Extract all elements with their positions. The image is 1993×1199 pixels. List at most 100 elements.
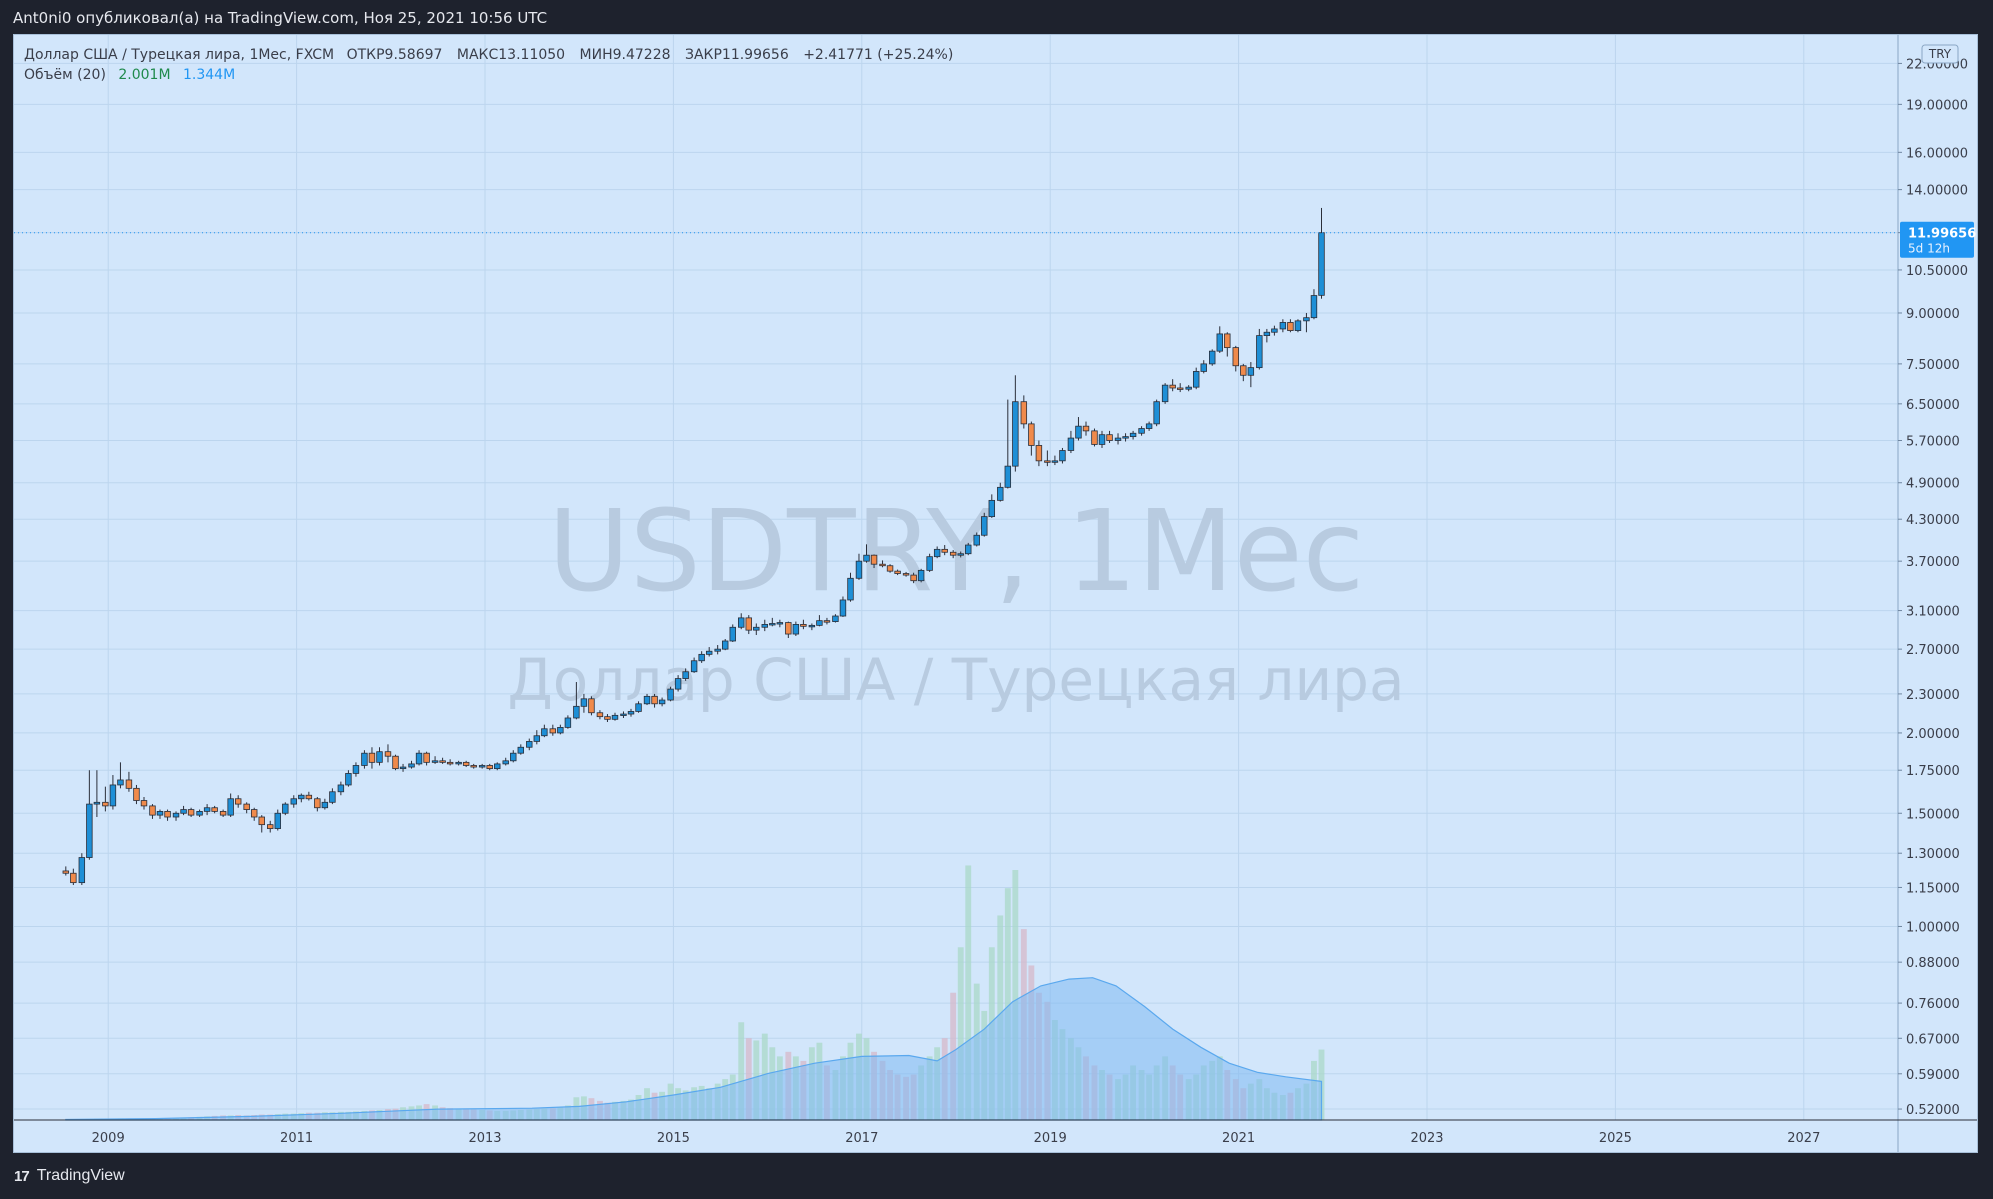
price-tick-label: 0.67000 <box>1906 1032 1960 1047</box>
candle <box>462 760 470 768</box>
candle <box>329 788 336 805</box>
candle <box>282 802 289 816</box>
time-tick-label: 2023 <box>1410 1131 1443 1146</box>
candle <box>667 686 674 702</box>
candle <box>863 544 870 563</box>
candles <box>62 207 1325 886</box>
candle-body <box>78 857 86 884</box>
price-tick-label: 1.00000 <box>1906 920 1960 935</box>
candle-body <box>910 574 917 582</box>
candle-body <box>800 624 807 627</box>
price-tick-label: 2.00000 <box>1906 727 1960 742</box>
candle-body <box>753 626 760 631</box>
candle <box>902 571 910 577</box>
legend-high: 13.11050 <box>498 47 566 63</box>
candle <box>620 711 627 718</box>
candle-body <box>470 765 477 768</box>
candle <box>70 868 77 886</box>
candle <box>314 796 321 812</box>
candle <box>997 482 1004 502</box>
candle <box>604 714 611 722</box>
candle <box>573 682 580 720</box>
price-tick-label: 19.00000 <box>1906 98 1968 113</box>
candle <box>698 651 705 663</box>
candle-body <box>973 534 980 546</box>
candle <box>1020 395 1028 429</box>
candle <box>1051 455 1059 466</box>
candle <box>470 763 477 769</box>
tradingview-brand[interactable]: 17 TradingView <box>14 1167 125 1185</box>
candle <box>1161 383 1169 404</box>
price-tick-label: 9.00000 <box>1906 307 1960 322</box>
candle <box>926 553 933 572</box>
chart-area[interactable]: USDTRY, 1Мес Доллар США / Турецкая лира 22… <box>13 34 1978 1153</box>
legend-high-label: МАКС <box>456 47 499 63</box>
price-tick-label: 1.15000 <box>1906 881 1960 896</box>
candle-body <box>1240 365 1247 376</box>
candle <box>682 668 689 681</box>
candle-body <box>894 570 901 574</box>
candle-body <box>93 801 101 805</box>
candle-body <box>423 752 430 763</box>
candle <box>384 744 392 763</box>
price-tick-label: 2.30000 <box>1906 688 1960 703</box>
candle-body <box>776 622 784 625</box>
publish-caption: Ant0ni0 опубликовал(а) на TradingView.co… <box>13 9 548 27</box>
candle <box>580 693 588 713</box>
candle-body <box>462 761 470 766</box>
candle-body <box>274 812 281 829</box>
candle <box>117 762 124 789</box>
price-tick-label: 1.75000 <box>1906 764 1960 779</box>
candle <box>1240 363 1247 382</box>
candle-body <box>211 807 218 812</box>
price-tick-label: 2.70000 <box>1906 643 1960 658</box>
candle <box>785 621 792 638</box>
candle-body <box>658 699 666 705</box>
candle <box>816 615 823 627</box>
candle-body <box>1051 460 1059 463</box>
candle <box>855 553 863 580</box>
candle-body <box>321 801 329 809</box>
candle-body <box>941 548 948 553</box>
candle-body <box>1091 430 1098 445</box>
candle-body <box>282 803 289 814</box>
candle-body <box>580 698 588 707</box>
candle <box>533 730 541 745</box>
time-tick-label: 2013 <box>468 1131 501 1146</box>
legend-low: 9.47228 <box>612 47 671 63</box>
candle <box>690 657 698 673</box>
volume-bar <box>1004 888 1011 1120</box>
candle <box>839 596 847 617</box>
candle-body <box>721 640 729 650</box>
candle <box>78 853 86 886</box>
candle-body <box>408 763 415 768</box>
candle-body <box>109 784 117 807</box>
candle <box>415 750 423 766</box>
price-tick-label: 10.50000 <box>1906 264 1968 279</box>
time-tick-label: 2011 <box>280 1131 313 1146</box>
candle-body <box>1318 232 1325 296</box>
candle-body <box>149 805 156 816</box>
candle-body <box>635 703 642 712</box>
tradingview-logo-icon: 17 <box>14 1167 30 1185</box>
candle <box>1169 379 1176 392</box>
candle-body <box>902 573 910 576</box>
candle-body <box>1310 295 1318 319</box>
candle <box>596 710 604 720</box>
candle-body <box>486 765 493 770</box>
legend-close: 11.99656 <box>721 47 789 63</box>
time-tick-label: 2021 <box>1222 1131 1255 1146</box>
time-tick-label: 2017 <box>845 1131 878 1146</box>
legend-low-label: МИН <box>579 47 613 63</box>
candle <box>164 809 171 821</box>
candle <box>957 551 964 558</box>
price-tick-label: 0.76000 <box>1906 997 1960 1012</box>
candle <box>1271 325 1278 336</box>
candle <box>823 617 831 625</box>
candle-body <box>863 554 870 562</box>
candle-body <box>808 624 816 628</box>
candle-body <box>1263 331 1271 336</box>
legend-open-label: ОТКР <box>346 47 385 63</box>
candle-body <box>1122 436 1129 439</box>
